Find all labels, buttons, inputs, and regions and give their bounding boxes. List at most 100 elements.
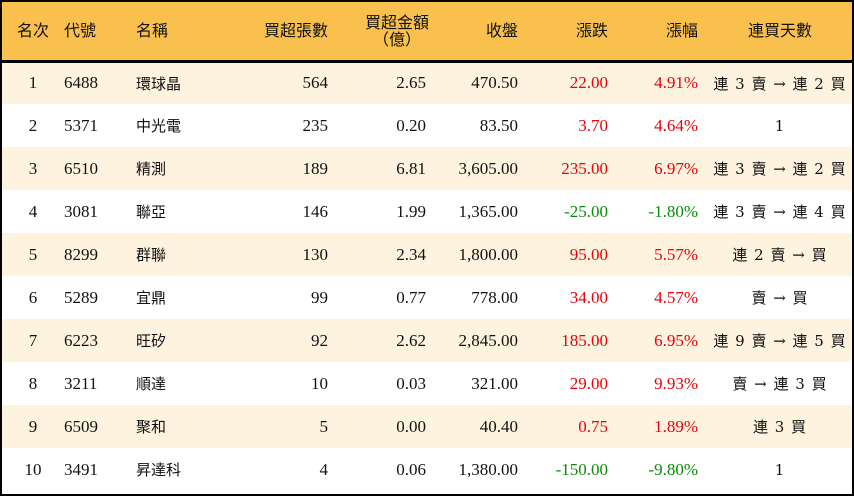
cell-rank: 9 [28,416,38,436]
cell-code: 6510 [64,158,98,178]
cell-change-pct: 6.97% [654,158,698,178]
header-net-buy-amount: 買超金額 （億） [328,2,436,63]
cell-change-pct: 9.93% [654,373,698,393]
header-net-buy-amount-line1: 買超金額 [364,12,429,32]
cell-name: 聯亞 [136,203,167,221]
table-row: 4 3081 聯亞 146 1.99 1,365.00 -25.00 -1.80… [2,190,852,233]
cell-name: 群聯 [136,246,167,264]
cell-change: 95.00 [569,244,608,264]
cell-net-buy-lots: 130 [302,244,329,264]
cell-name: 聚和 [136,418,167,436]
cell-close: 2,845.00 [458,330,519,350]
cell-change-pct: -9.80% [648,459,698,479]
cell-rank: 8 [28,373,38,393]
cell-streak: 賣 → 連 3 買 [732,375,828,393]
table-body: 1 6488 環球晶 564 2.65 470.50 22.00 4.91% 連… [2,61,852,491]
cell-code: 5289 [64,287,98,307]
header-net-buy-amount-line2: （億） [372,29,421,49]
table-row: 2 5371 中光電 235 0.20 83.50 3.70 4.64% 1 [2,104,852,147]
cell-change: 0.75 [578,416,608,436]
table-row: 8 3211 順達 10 0.03 321.00 29.00 9.93% 賣 →… [2,362,852,405]
cell-rank: 10 [24,459,42,479]
cell-close: 3,605.00 [458,158,519,178]
cell-name: 中光電 [136,117,182,135]
cell-change: -150.00 [555,459,608,479]
cell-close: 470.50 [471,73,518,93]
cell-name: 精測 [136,160,167,178]
cell-close: 83.50 [479,115,518,135]
table-row: 7 6223 旺矽 92 2.62 2,845.00 185.00 6.95% … [2,319,852,362]
cell-rank: 6 [28,287,38,307]
header-net-buy-lots: 買超張數 [218,2,328,63]
cell-change-pct: 5.57% [654,244,698,264]
cell-net-buy-amount: 0.77 [396,287,426,307]
table-row: 1 6488 環球晶 564 2.65 470.50 22.00 4.91% 連… [2,61,852,104]
cell-change-pct: 4.91% [654,73,698,93]
cell-streak: 連 2 賣 → 買 [732,246,828,264]
cell-net-buy-lots: 146 [302,201,329,221]
cell-name: 旺矽 [136,332,167,350]
table-row: 10 3491 昇達科 4 0.06 1,380.00 -150.00 -9.8… [2,448,852,491]
cell-change-pct: 4.64% [654,115,698,135]
header-streak: 連買天數 [708,2,852,63]
cell-code: 3211 [64,373,98,393]
cell-name: 宜鼎 [136,289,167,307]
cell-net-buy-lots: 5 [319,416,329,436]
cell-net-buy-lots: 564 [302,73,329,93]
cell-rank: 1 [28,73,38,93]
cell-net-buy-amount: 2.62 [396,330,426,350]
cell-net-buy-lots: 235 [302,115,329,135]
cell-close: 321.00 [471,373,518,393]
cell-net-buy-lots: 10 [311,373,328,393]
table-row: 5 8299 群聯 130 2.34 1,800.00 95.00 5.57% … [2,233,852,276]
cell-streak: 連 3 賣 → 連 2 買 [713,74,847,93]
cell-net-buy-amount: 6.81 [396,158,426,178]
cell-streak: 賣 → 買 [751,289,809,307]
header-change-pct: 漲幅 [618,2,708,63]
cell-streak: 1 [774,460,786,479]
cell-net-buy-amount: 0.20 [396,115,426,135]
cell-code: 8299 [64,244,98,264]
cell-rank: 2 [28,115,38,135]
cell-change: 3.70 [578,115,608,135]
header-code: 代號 [64,2,136,63]
cell-change-pct: 1.89% [654,416,698,436]
cell-change: 185.00 [561,330,608,350]
cell-code: 6509 [64,416,98,436]
cell-name: 昇達科 [136,461,182,479]
cell-streak: 連 3 買 [752,418,808,436]
cell-name: 順達 [136,375,167,393]
cell-change: -25.00 [564,201,608,221]
cell-streak: 1 [774,116,786,135]
cell-close: 40.40 [479,416,518,436]
table-header: 名次 代號 名稱 買超張數 買超金額 （億） 收盤 漲跌 漲幅 連買天數 [2,2,852,63]
cell-streak: 連 9 賣 → 連 5 買 [713,332,847,350]
table-row: 6 5289 宜鼎 99 0.77 778.00 34.00 4.57% 賣 →… [2,276,852,319]
cell-close: 1,380.00 [458,459,519,479]
cell-streak: 連 3 賣 → 連 4 買 [713,203,847,221]
cell-change: 29.00 [569,373,608,393]
cell-net-buy-lots: 99 [311,287,328,307]
cell-code: 3491 [64,459,98,479]
cell-net-buy-amount: 0.06 [396,459,426,479]
cell-code: 6223 [64,330,98,350]
cell-rank: 7 [28,330,38,350]
header-row: 名次 代號 名稱 買超張數 買超金額 （億） 收盤 漲跌 漲幅 連買天數 [2,2,852,63]
table-row: 9 6509 聚和 5 0.00 40.40 0.75 1.89% 連 3 買 [2,405,852,448]
cell-change: 34.00 [569,287,608,307]
header-rank: 名次 [2,2,64,63]
header-change: 漲跌 [528,2,618,63]
cell-net-buy-amount: 2.34 [396,244,426,264]
cell-code: 5371 [64,115,98,135]
cell-streak: 連 3 賣 → 連 2 買 [713,160,847,178]
cell-change-pct: 4.57% [654,287,698,307]
cell-name: 環球晶 [136,74,182,93]
cell-code: 6488 [64,73,98,93]
cell-close: 778.00 [471,287,518,307]
header-name: 名稱 [136,2,218,63]
table-row: 3 6510 精測 189 6.81 3,605.00 235.00 6.97%… [2,147,852,190]
cell-net-buy-amount: 1.99 [396,201,426,221]
cell-net-buy-lots: 4 [319,459,329,479]
